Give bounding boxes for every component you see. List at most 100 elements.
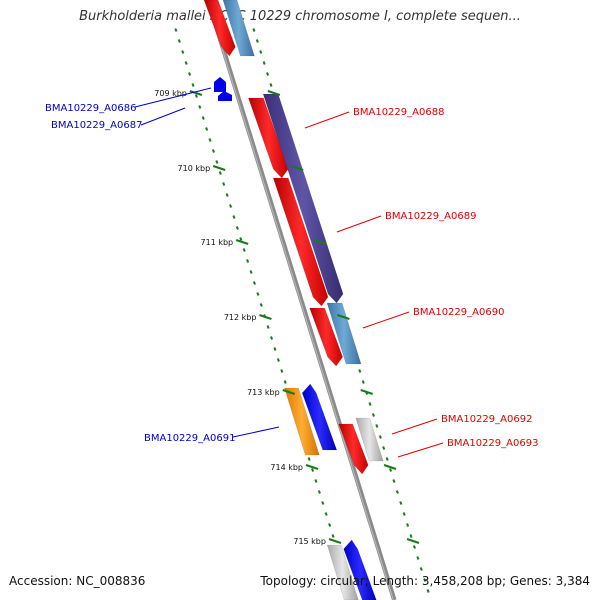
major-tick-left (259, 313, 272, 321)
genes-layer (203, 0, 384, 600)
major-tick-left (212, 164, 226, 172)
minor-tick-dot (259, 50, 263, 54)
gene-label: BMA10229_A0686 (45, 103, 136, 114)
tick-label: 715 kbp (293, 537, 326, 546)
minor-tick-dot (249, 270, 253, 274)
gene-block-a0693 (355, 417, 384, 462)
minor-tick-dot (259, 303, 263, 307)
minor-tick-dot (181, 50, 185, 54)
gene-block-partial-blue (343, 539, 377, 600)
tick-label: 712 kbp (224, 313, 257, 322)
minor-tick-dot (266, 72, 270, 76)
backbone-highlight (206, 0, 394, 600)
gene-block-a0690 (309, 307, 343, 367)
minor-tick-dot (270, 336, 274, 340)
major-tick-left (189, 89, 203, 97)
tick-label: 713 kbp (247, 388, 280, 397)
minor-tick-dot (198, 105, 202, 109)
minor-tick-dot (314, 479, 318, 483)
gene-label: BMA10229_A0692 (441, 414, 532, 425)
minor-tick-dot (246, 259, 250, 263)
minor-tick-dot (402, 512, 406, 516)
major-tick-right (290, 164, 304, 172)
gene-leader-line (232, 426, 280, 438)
minor-tick-dot (399, 501, 403, 505)
minor-tick-dot (201, 116, 205, 120)
minor-tick-dot (262, 61, 266, 65)
minor-tick-dot (375, 424, 379, 428)
minor-tick-dot (215, 160, 219, 164)
tick-label: 711 kbp (201, 238, 234, 247)
minor-tick-dot (273, 347, 277, 351)
minor-tick-dot (232, 215, 236, 219)
minor-tick-dot (194, 94, 198, 98)
gene-label: BMA10229_A0689 (385, 211, 476, 222)
gene-block-partial-red (203, 0, 236, 57)
minor-tick-dot (361, 380, 365, 384)
major-tick-left (328, 537, 342, 545)
minor-tick-dot (225, 193, 229, 197)
minor-tick-dot (389, 468, 393, 472)
map-title: Burkholderia mallei NCTC 10229 chromosom… (79, 9, 521, 24)
major-tick-right (267, 89, 281, 97)
minor-tick-dot (317, 490, 321, 494)
minor-tick-dot (412, 545, 416, 549)
gene-block-partial-steelblue (222, 0, 255, 57)
minor-tick-dot (392, 479, 396, 483)
minor-tick-dot (188, 72, 192, 76)
minor-tick-dot (385, 457, 389, 461)
minor-tick-dot (378, 435, 382, 439)
minor-tick-dot (229, 204, 233, 208)
minor-tick-dot (242, 248, 246, 252)
gene-block-partial-gray (326, 544, 359, 600)
minor-tick-dot (426, 589, 430, 593)
gene-leader-line (304, 111, 350, 129)
minor-tick-dot (239, 237, 243, 241)
minor-tick-dot (409, 534, 413, 538)
minor-tick-dot (311, 468, 315, 472)
minor-tick-dot (324, 512, 328, 516)
minor-tick-dot (419, 567, 423, 571)
gene-block-a0689-companion (262, 93, 344, 304)
minor-tick-dot (211, 149, 216, 153)
minor-tick-dot (252, 28, 256, 32)
gene-block-a0692 (338, 423, 369, 475)
minor-tick-dot (358, 369, 362, 373)
minor-tick-dot (283, 380, 287, 384)
ticks-layer: 709 kbp 710 kbp 711 kbp 712 kbp 713 kbp 714 k… (154, 89, 420, 546)
minor-tick-dot (255, 39, 259, 43)
backbone-layer (205, 0, 397, 600)
gene-block-a0686 (214, 77, 226, 92)
minor-tick-dot (218, 171, 222, 175)
minor-tick-dot (269, 83, 273, 87)
gene-block-a0691-orange (284, 387, 320, 456)
minor-tick-dot (184, 61, 188, 65)
minor-tick-dot (416, 556, 420, 560)
major-tick-left (305, 463, 319, 471)
major-tick-right (406, 537, 420, 545)
major-tick-right (360, 388, 374, 396)
minor-tick-dot (266, 325, 270, 329)
minor-tick-dot (406, 523, 410, 527)
minor-tick-dot (423, 578, 427, 582)
minor-tick-dot (174, 28, 178, 32)
minor-tick-dot (276, 358, 280, 362)
gene-leader-line (140, 107, 186, 126)
genome-summary-text: Topology: circular; Length: 3,458,208 bp… (260, 574, 590, 588)
minor-tick-dot (191, 83, 195, 87)
major-tick-left (235, 238, 249, 246)
major-tick-right (337, 313, 350, 321)
gene-label: BMA10229_A0688 (353, 107, 444, 118)
gene-label: BMA10229_A0693 (447, 438, 538, 449)
minor-tick-dot (205, 127, 209, 131)
minor-tick-dot (307, 457, 311, 461)
gene-leader-line (397, 442, 444, 458)
gene-leader-line (336, 215, 382, 233)
minor-tick-dot (280, 369, 284, 373)
minor-tick-dot (382, 446, 386, 450)
gene-label: BMA10229_A0690 (413, 307, 504, 318)
major-tick-right (313, 238, 327, 246)
minor-tick-dot (252, 281, 256, 285)
tick-label: 714 kbp (270, 463, 303, 472)
